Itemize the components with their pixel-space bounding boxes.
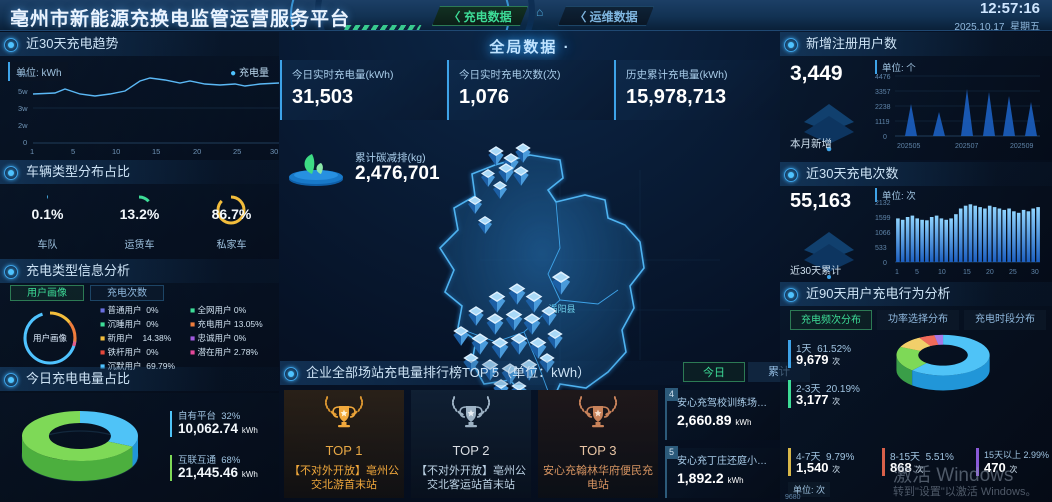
svg-text:1119: 1119 [875, 119, 890, 126]
svg-text:30: 30 [1031, 269, 1039, 276]
svg-text:用户画像: 用户画像 [33, 333, 68, 343]
svg-text:15: 15 [152, 147, 160, 156]
svg-text:9680: 9680 [785, 494, 801, 501]
svg-text:1599: 1599 [875, 215, 891, 222]
svg-text:3w: 3w [18, 104, 28, 113]
svg-text:533: 533 [875, 245, 887, 252]
svg-text:5: 5 [915, 269, 919, 276]
svg-text:1066: 1066 [875, 230, 891, 237]
svg-text:4476: 4476 [875, 74, 891, 81]
svg-text:3357: 3357 [875, 89, 891, 96]
svg-text:0: 0 [23, 138, 27, 147]
svg-text:15: 15 [963, 269, 971, 276]
svg-text:0: 0 [883, 134, 887, 141]
svg-text:202507: 202507 [955, 143, 978, 150]
svg-text:25: 25 [1009, 269, 1017, 276]
svg-text:20: 20 [986, 269, 994, 276]
svg-text:1: 1 [895, 269, 899, 276]
svg-text:0: 0 [883, 260, 887, 267]
svg-text:2238: 2238 [875, 104, 891, 111]
svg-text:202505: 202505 [897, 143, 920, 150]
svg-text:10: 10 [112, 147, 120, 156]
svg-text:5: 5 [71, 147, 75, 156]
svg-text:202509: 202509 [1010, 143, 1033, 150]
svg-text:10: 10 [938, 269, 946, 276]
svg-text:20: 20 [193, 147, 201, 156]
svg-text:6w: 6w [18, 70, 28, 79]
svg-text:30: 30 [270, 147, 278, 156]
svg-text:1: 1 [30, 147, 34, 156]
svg-text:25: 25 [233, 147, 241, 156]
svg-text:5w: 5w [18, 87, 28, 96]
svg-text:2w: 2w [18, 121, 28, 130]
svg-text:2132: 2132 [875, 200, 891, 207]
